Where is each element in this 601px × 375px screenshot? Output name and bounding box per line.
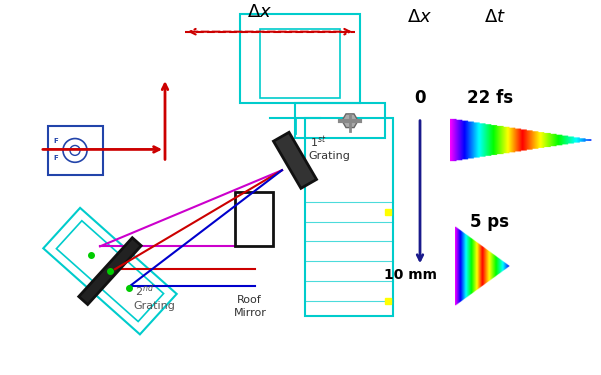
Bar [295, 103, 385, 138]
Text: Mirror: Mirror [234, 308, 267, 318]
Bar [235, 192, 273, 246]
Text: 10 mm: 10 mm [383, 268, 436, 282]
Text: 2$^{nd}$: 2$^{nd}$ [135, 283, 154, 299]
Bar [47, 126, 103, 175]
Text: 5 ps: 5 ps [471, 213, 510, 231]
Bar [305, 118, 393, 316]
Text: Roof: Roof [237, 295, 262, 305]
Bar [240, 14, 360, 103]
Text: $\Delta x$: $\Delta x$ [248, 3, 273, 21]
Text: 1$^{st}$: 1$^{st}$ [310, 135, 326, 150]
Text: F: F [53, 138, 58, 144]
Text: 22 fs: 22 fs [467, 89, 513, 107]
Text: Grating: Grating [133, 301, 175, 311]
Polygon shape [273, 132, 317, 188]
Polygon shape [79, 238, 141, 304]
Text: $\Delta t$: $\Delta t$ [484, 8, 506, 26]
Text: Grating: Grating [308, 152, 350, 161]
Text: $\Delta x$: $\Delta x$ [407, 8, 433, 26]
Polygon shape [342, 114, 358, 128]
Text: 0: 0 [414, 89, 426, 107]
Text: F: F [53, 155, 58, 161]
Bar [260, 29, 340, 98]
